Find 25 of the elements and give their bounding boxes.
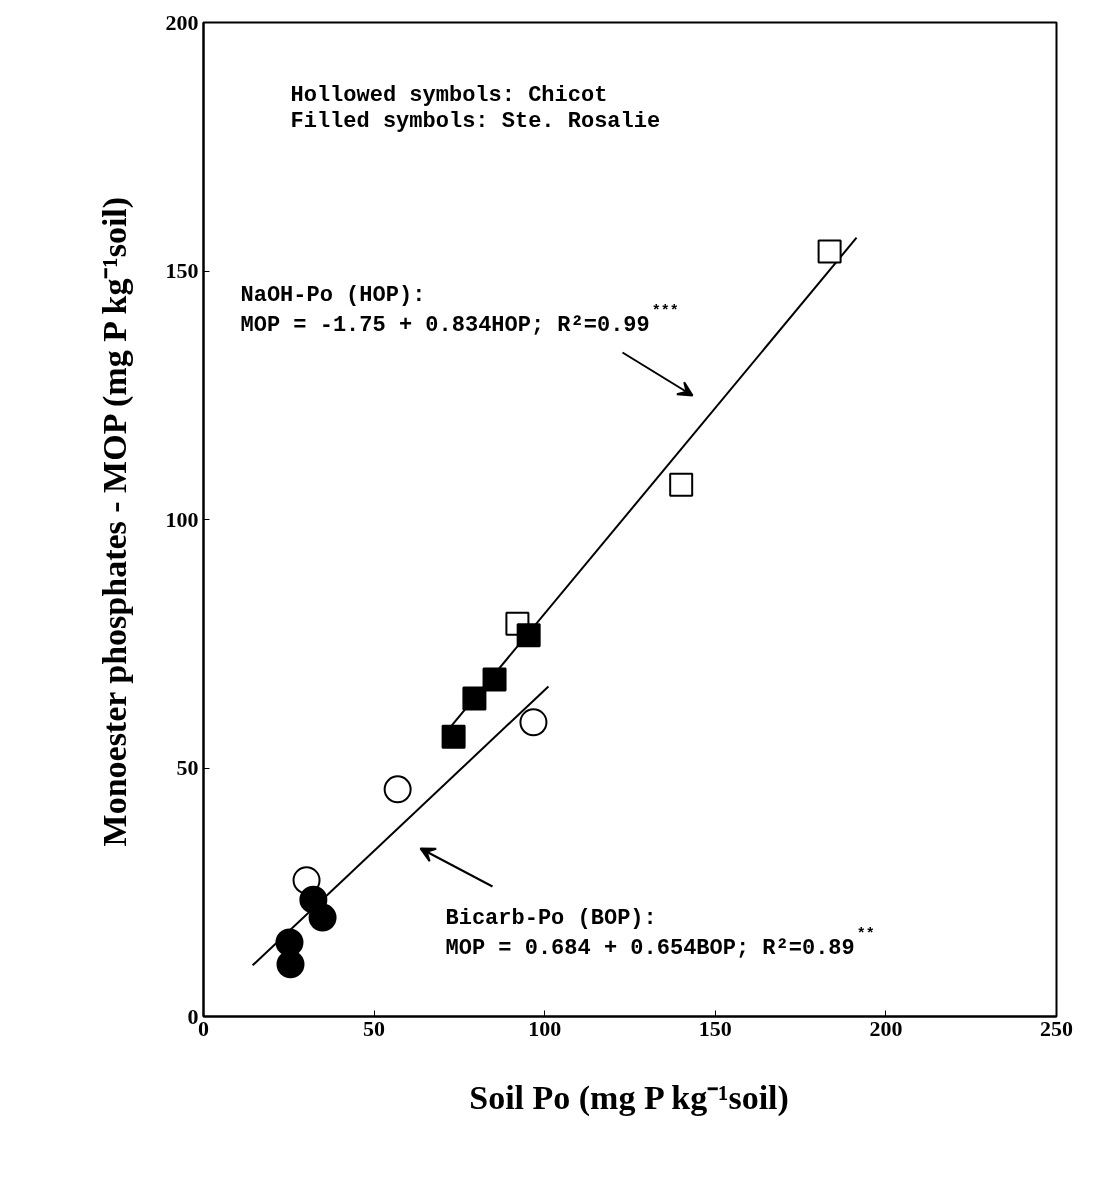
x-tick-label: 50: [363, 1015, 386, 1041]
annotation: Hollowed symbols: Chicot: [290, 82, 608, 108]
point: [383, 775, 412, 804]
x-axis-title: Soil Po (mg P kg⁻¹soil): [469, 1078, 789, 1117]
point: [308, 903, 337, 932]
annotation: NaOH-Po (HOP): MOP = -1.75 + 0.834HOP; R²=0.99***: [240, 282, 679, 338]
point: [462, 686, 487, 711]
x-tick-label: 250: [1040, 1015, 1073, 1041]
y-tick-label: 150: [165, 258, 199, 283]
y-axis-title: Monoester phosphates - MOP (mg P kg⁻¹soil): [95, 196, 134, 847]
point: [669, 472, 694, 497]
point: [516, 623, 541, 648]
point: [276, 950, 305, 979]
point: [817, 239, 842, 264]
point: [482, 667, 507, 692]
x-tick-label: 200: [869, 1015, 903, 1041]
y-tick-label: 50: [176, 755, 199, 780]
x-tick-label: 150: [698, 1015, 732, 1041]
y-tick-label: 100: [165, 506, 199, 532]
point: [441, 724, 466, 749]
y-tick-label: 200: [165, 9, 199, 35]
annotation: Filled symbols: Ste. Rosalie: [290, 108, 661, 134]
annotation: Bicarb-Po (BOP): MOP = 0.684 + 0.654BOP; R²=0.89**: [445, 905, 875, 961]
point: [519, 708, 548, 737]
x-tick-label: 100: [528, 1015, 562, 1041]
